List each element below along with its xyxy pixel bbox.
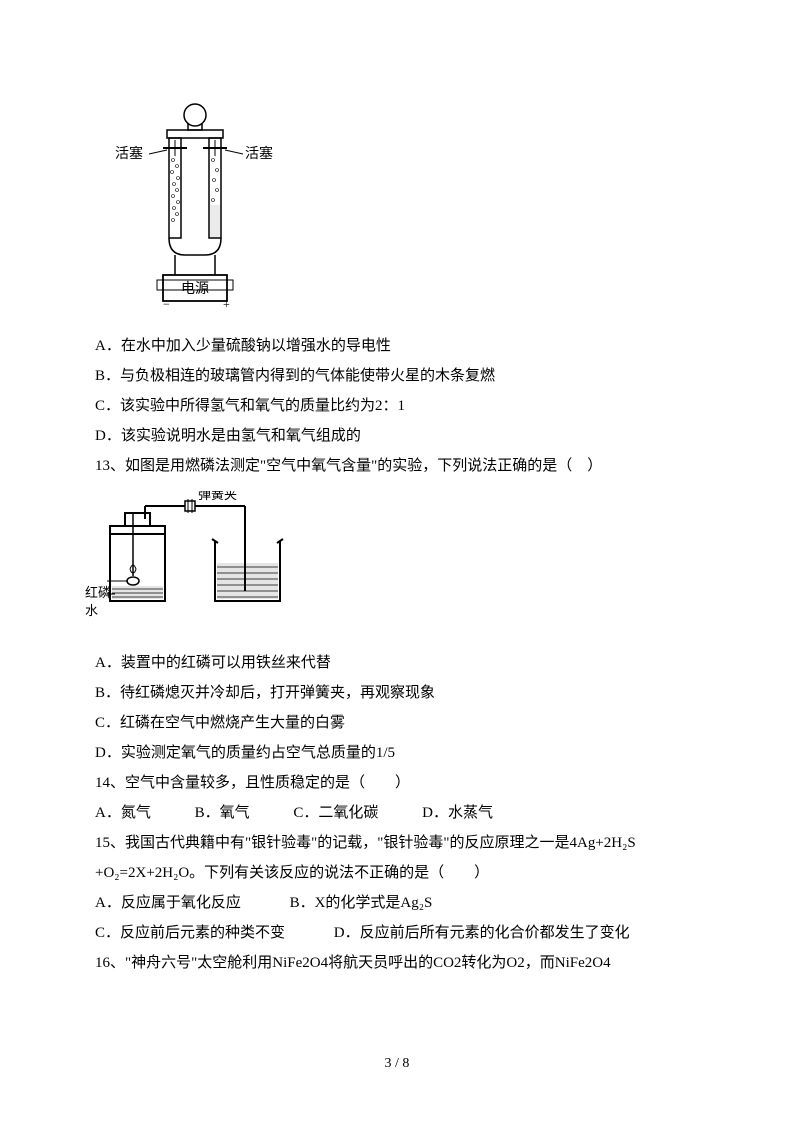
q14-option-c: C．二氧化碳	[293, 805, 378, 821]
q13-option-b: B．待红磷熄灭并冷却后，打开弹簧夹，再观察现象	[95, 678, 699, 708]
spring-clip-label: 弹簧夹	[198, 491, 237, 502]
page-number: 3 / 8	[0, 1050, 794, 1078]
electrolysis-figure: 电源 − + 活塞 活塞	[95, 100, 699, 321]
q16-stem: 16、"神舟六号"太空舱利用NiFe2O4将航天员呼出的CO2转化为O2，而Ni…	[95, 948, 699, 978]
q14-option-b: B．氧气	[195, 805, 250, 821]
q13-option-a: A．装置中的红磷可以用铁丝来代替	[95, 648, 699, 678]
q12-option-a: A．在水中加入少量硫酸钠以增强水的导电性	[95, 331, 699, 361]
q13-option-c: C．红磷在空气中燃烧产生大量的白雾	[95, 708, 699, 738]
q14-stem: 14、空气中含量较多，且性质稳定的是（ ）	[95, 768, 699, 798]
svg-text:+: +	[223, 297, 230, 310]
q15-option-c: C．反应前后元素的种类不变	[95, 925, 285, 941]
q15-option-a: A．反应属于氧化反应	[95, 895, 241, 911]
q12-option-b: B．与负极相连的玻璃管内得到的气体能使带火星的木条复燃	[95, 361, 699, 391]
water-label: 水	[85, 602, 135, 620]
q14-option-a: A．氮气	[95, 805, 151, 821]
q13-stem: 13、如图是用燃磷法测定"空气中氧气含量"的实验，下列说法正确的是（ ）	[95, 451, 699, 481]
q14-option-d: D．水蒸气	[422, 805, 493, 821]
q15-options-row2: C．反应前后元素的种类不变 D．反应前后所有元素的化合价都发生了变化	[95, 918, 699, 948]
q15-stem: 15、我国古代典籍中有"银针验毒"的记载，"银针验毒"的反应原理之一是4Ag+2…	[95, 828, 699, 888]
phosphorus-figure: 弹簧夹 红磷 水	[95, 491, 699, 668]
stopper-right-label: 活塞	[245, 145, 273, 162]
q15-options-row1: A．反应属于氧化反应 B．X的化学式是Ag₂S	[95, 888, 699, 918]
q12-option-d: D．该实验说明水是由氢气和氧气组成的	[95, 421, 699, 451]
q14-options: A．氮气 B．氧气 C．二氧化碳 D．水蒸气	[95, 798, 699, 828]
q13-option-d: D．实验测定氧气的质量约占空气总质量的1/5	[95, 738, 699, 768]
svg-text:−: −	[163, 297, 170, 310]
power-label: 电源	[181, 281, 209, 297]
q15-option-b: B．X的化学式是Ag₂S	[290, 895, 433, 911]
q15-option-d: D．反应前后所有元素的化合价都发生了变化	[334, 925, 630, 941]
red-phosphorus-label: 红磷	[85, 584, 135, 602]
q12-option-c: C．该实验中所得氢气和氧气的质量比约为2：1	[95, 391, 699, 421]
stopper-left-label: 活塞	[115, 145, 143, 162]
